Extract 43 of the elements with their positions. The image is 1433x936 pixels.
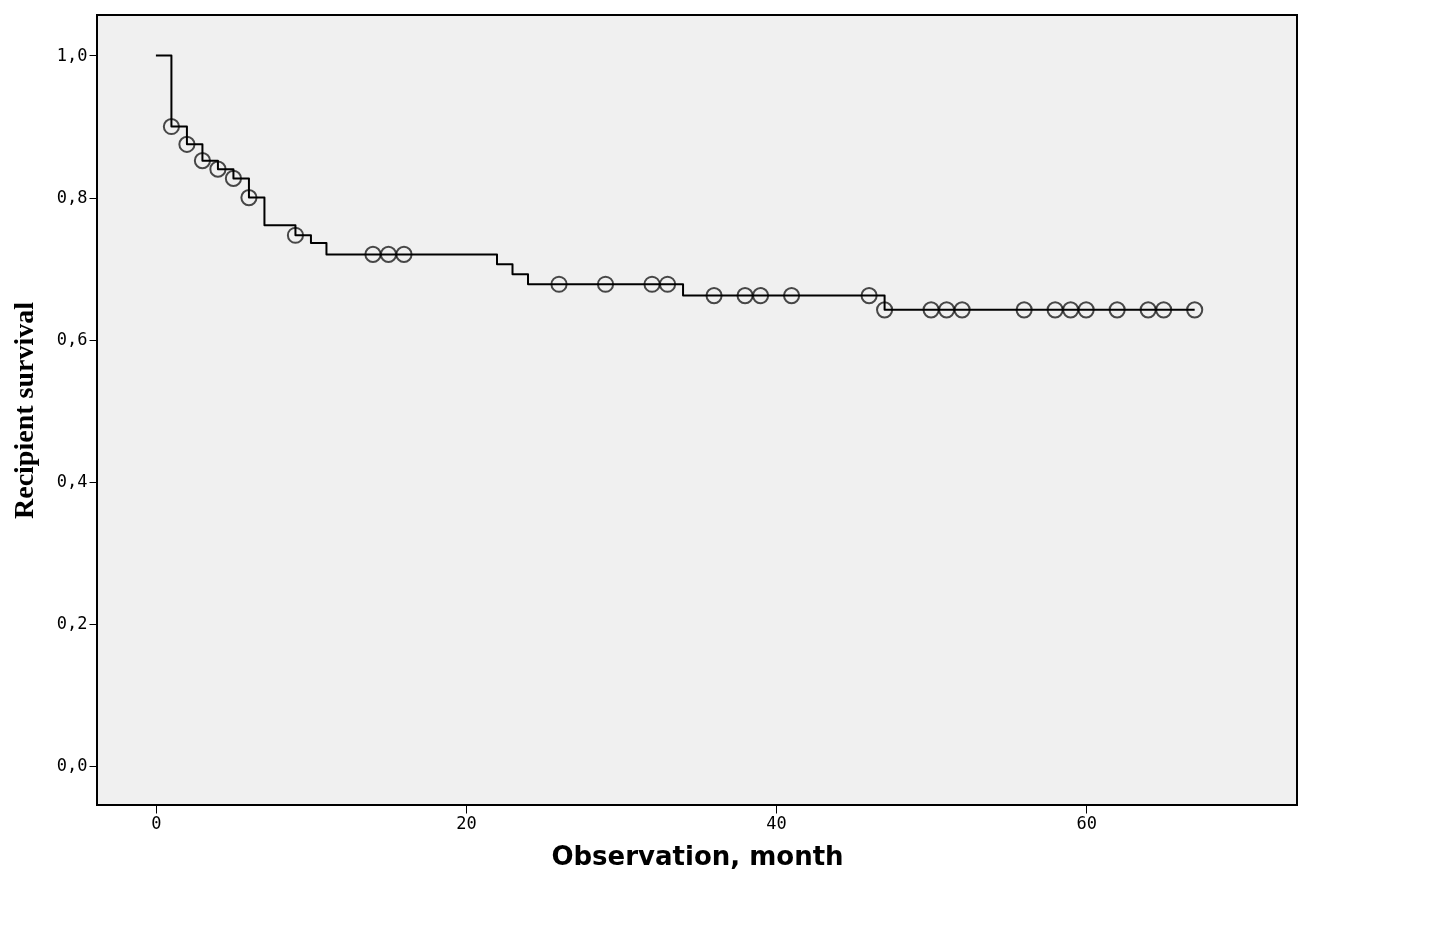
point	[1077, 301, 1095, 319]
point	[364, 245, 382, 263]
y-axis-title: Recipient survival	[7, 301, 39, 519]
point	[658, 275, 677, 293]
x-tick-label: 40	[766, 812, 787, 833]
point	[224, 169, 243, 187]
point	[1155, 301, 1173, 319]
point	[1139, 301, 1157, 319]
y-tick-label: 0,6	[56, 329, 88, 350]
point	[782, 287, 801, 305]
point	[1062, 301, 1080, 319]
point	[596, 275, 615, 293]
point	[193, 152, 212, 170]
point	[876, 301, 894, 319]
point	[938, 301, 956, 319]
point	[643, 275, 661, 293]
point	[1046, 301, 1064, 319]
point	[922, 301, 940, 319]
x-tick-label: 60	[1076, 812, 1097, 833]
point	[550, 275, 568, 293]
point	[705, 287, 723, 305]
x-tick-label: 20	[456, 812, 477, 833]
x-axis-title: Observation, month	[551, 840, 844, 871]
point	[209, 160, 227, 178]
point	[736, 287, 754, 305]
point	[178, 135, 196, 153]
point	[860, 287, 878, 305]
point	[953, 301, 971, 319]
point	[1015, 301, 1033, 319]
point	[286, 226, 305, 244]
y-tick-label: 1,0	[56, 44, 88, 65]
point	[395, 245, 413, 263]
y-tick-label: 0,8	[56, 187, 88, 208]
y-tick-label: 0,4	[56, 471, 88, 492]
point	[1108, 301, 1126, 319]
point	[240, 189, 258, 207]
point	[1186, 301, 1204, 319]
y-tick-label: 0,0	[56, 755, 88, 776]
y-tick-label: 0,2	[56, 613, 88, 634]
point	[379, 245, 398, 263]
point	[751, 287, 770, 305]
point	[162, 117, 180, 136]
x-tick-label: 0	[151, 812, 162, 833]
